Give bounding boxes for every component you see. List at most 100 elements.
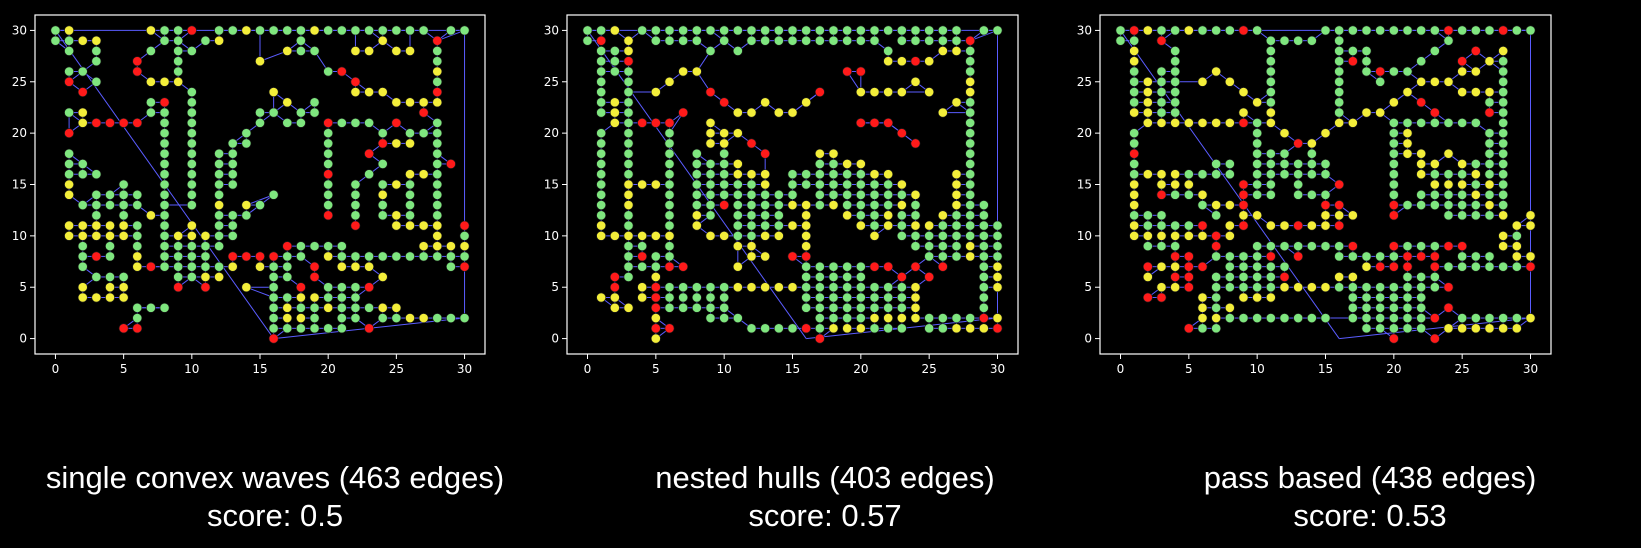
node-green — [296, 46, 306, 56]
node-green — [1457, 261, 1468, 272]
node-green — [91, 189, 102, 200]
node-green — [978, 241, 989, 252]
node-green — [323, 282, 334, 293]
node-green — [1211, 323, 1222, 334]
node-green — [842, 179, 853, 190]
node-red — [664, 261, 675, 272]
node-yellow — [746, 107, 757, 118]
node-green — [336, 25, 347, 36]
node-yellow — [965, 87, 976, 97]
node-yellow — [1265, 292, 1276, 303]
node-green — [773, 25, 784, 36]
node-green — [173, 56, 184, 67]
node-green — [1252, 117, 1263, 128]
node-yellow — [77, 117, 88, 128]
node-green — [869, 282, 880, 293]
node-green — [1265, 313, 1276, 323]
node-green — [1334, 66, 1345, 77]
node-green — [77, 261, 88, 272]
node-green — [1361, 302, 1372, 313]
node-green — [596, 179, 607, 190]
node-green — [1320, 25, 1331, 36]
chart-title-center: nested hulls (403 edges) — [655, 460, 995, 495]
node-green — [965, 117, 976, 128]
node-green — [186, 107, 197, 118]
node-green — [268, 302, 279, 313]
node-yellow — [1279, 220, 1290, 231]
node-green — [323, 179, 334, 190]
node-green — [937, 323, 948, 334]
node-green — [746, 220, 757, 231]
node-green — [282, 272, 293, 282]
x-tick-label: 30 — [990, 362, 1005, 376]
node-green — [1484, 97, 1495, 108]
node-yellow — [105, 220, 115, 231]
node-green — [1320, 241, 1331, 252]
node-green — [118, 179, 129, 190]
node-red — [705, 87, 716, 97]
node-yellow — [609, 230, 620, 241]
node-green — [719, 282, 730, 293]
node-yellow — [1402, 148, 1413, 159]
node-yellow — [1334, 272, 1345, 282]
node-yellow — [1252, 210, 1263, 221]
node-yellow — [896, 313, 907, 323]
node-red — [296, 282, 306, 293]
node-red — [118, 323, 129, 334]
node-green — [869, 200, 880, 210]
node-red — [937, 261, 948, 272]
node-yellow — [1484, 323, 1495, 334]
x-tick-label: 10 — [184, 362, 199, 376]
x-tick-label: 10 — [1250, 362, 1265, 376]
node-yellow — [746, 251, 757, 262]
node-yellow — [391, 179, 402, 190]
node-green — [1498, 107, 1509, 118]
node-green — [1375, 323, 1386, 334]
node-yellow — [1224, 302, 1235, 313]
node-green — [268, 25, 279, 36]
node-green — [1484, 138, 1495, 149]
node-green — [828, 35, 839, 46]
node-yellow — [637, 179, 648, 190]
node-yellow — [1443, 76, 1454, 87]
node-yellow — [691, 66, 702, 77]
node-yellow — [105, 230, 115, 241]
node-green — [323, 25, 334, 36]
node-green — [596, 138, 607, 149]
node-yellow — [1156, 261, 1167, 272]
node-green — [664, 159, 675, 169]
node-red — [965, 35, 976, 46]
y-tick-label: 5 — [1084, 280, 1092, 294]
node-red — [432, 87, 443, 97]
y-tick-label: 0 — [551, 332, 559, 346]
node-yellow — [350, 261, 361, 272]
node-green — [418, 251, 429, 262]
node-yellow — [1416, 169, 1427, 180]
node-green — [77, 169, 88, 180]
node-yellow — [418, 313, 429, 323]
node-green — [623, 128, 634, 139]
node-yellow — [64, 230, 74, 241]
node-red — [132, 66, 143, 77]
node-green — [828, 189, 839, 200]
node-green — [1224, 25, 1235, 36]
node-green — [1293, 169, 1304, 180]
node-green — [186, 189, 197, 200]
node-green — [268, 189, 279, 200]
x-tick-label: 30 — [1523, 362, 1538, 376]
node-green — [227, 169, 238, 180]
node-yellow — [896, 200, 907, 210]
node-green — [855, 35, 866, 46]
node-red — [1142, 261, 1153, 272]
node-yellow — [405, 97, 415, 108]
y-tick-label: 25 — [12, 75, 27, 89]
node-green — [1361, 46, 1372, 56]
node-green — [773, 200, 784, 210]
node-red — [719, 97, 730, 108]
node-green — [405, 210, 415, 221]
node-yellow — [1252, 97, 1263, 108]
node-green — [582, 25, 593, 36]
node-green — [596, 25, 607, 36]
y-tick-label: 5 — [551, 280, 559, 294]
node-green — [173, 46, 184, 56]
